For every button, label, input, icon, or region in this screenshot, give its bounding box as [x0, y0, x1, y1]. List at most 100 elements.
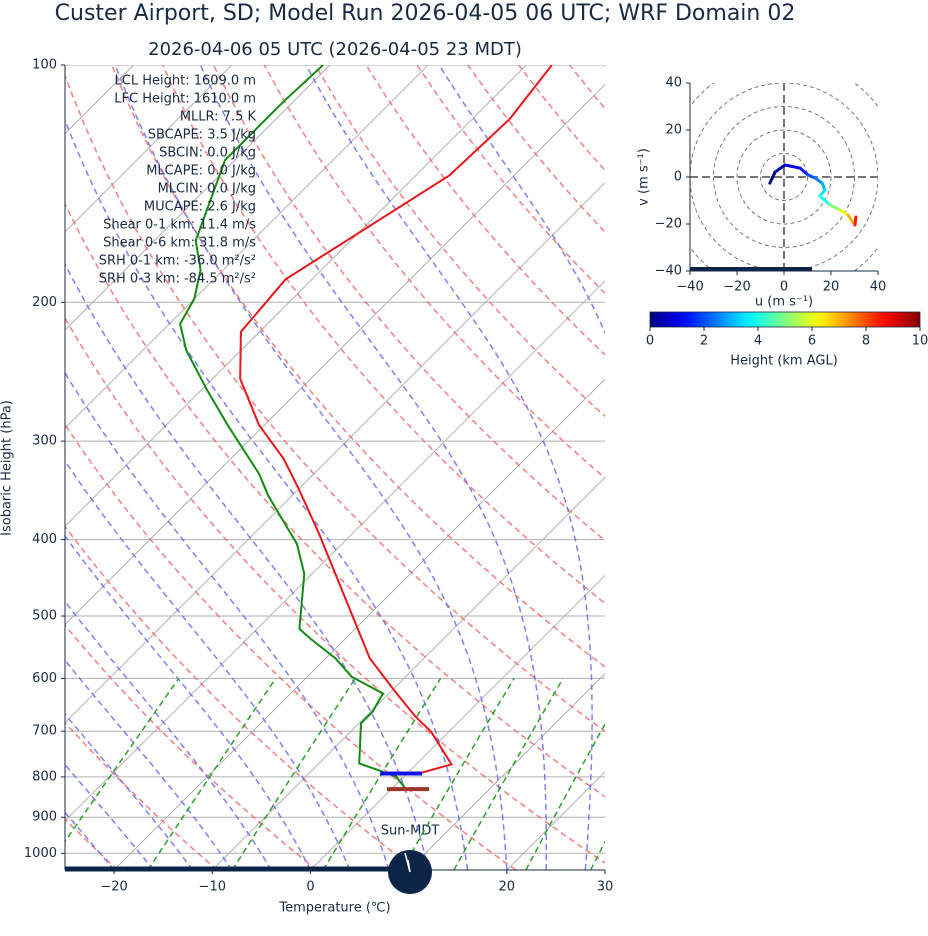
isotherm [65, 65, 429, 429]
stat-annotation: MUCAPE: 2.6 J/kg [144, 200, 256, 215]
hodo-segment [853, 215, 858, 227]
colorbar-tick-label: 10 [912, 334, 928, 349]
isotherm [310, 574, 605, 870]
hodo-x-tick-label: −40 [676, 280, 703, 295]
isotherm [65, 65, 331, 331]
y-tick-label: 900 [32, 810, 57, 825]
hodo-x-label: u (m s⁻¹) [755, 295, 813, 310]
colorbar-label: Height (km AGL) [730, 354, 838, 369]
stat-annotation: SBCIN: 0.0 J/kg [159, 146, 256, 161]
hodo-y-tick-label: 40 [665, 76, 682, 91]
dry-adiabat [568, 65, 605, 110]
colorbar-tick-label: 0 [646, 334, 654, 349]
dry-adiabat [65, 73, 605, 733]
dry-adiabat [263, 65, 605, 480]
dry-adiabat [314, 65, 605, 418]
dry-adiabat [65, 423, 517, 870]
range-ring [760, 153, 808, 201]
dry-adiabat [65, 525, 417, 870]
mixing-ratio [400, 678, 515, 870]
moist-adiabat [65, 713, 194, 870]
hodo-segment [828, 203, 842, 212]
colorbar-tick-label: 4 [754, 334, 762, 349]
skewt-plot [65, 65, 928, 870]
stat-annotation: MLLR: 7.5 K [180, 110, 257, 125]
dry-adiabat [65, 202, 605, 798]
mixing-ratio [525, 722, 605, 870]
mixing-ratio [589, 840, 605, 870]
hodo-y-tick-label: 20 [665, 123, 682, 138]
hodo-y-tick-label: −40 [655, 264, 682, 279]
dry-adiabat [65, 624, 318, 870]
colorbar [649, 311, 921, 328]
stat-annotation: MLCAPE: 0.0 J/kg [146, 164, 256, 179]
dry-adiabat [671, 65, 928, 870]
stat-annotation: SRH 0-3 km: -84.5 m²/s² [99, 272, 256, 287]
hodo-segment [818, 194, 832, 207]
moist-adiabat [604, 65, 605, 67]
moist-adiabat [199, 65, 548, 870]
mixing-ratio [147, 677, 277, 870]
hodo-x-tick-label: −20 [723, 280, 750, 295]
hodo-x-tick-label: 40 [870, 280, 887, 295]
hodo-segment [773, 163, 787, 174]
stat-annotation: SRH 0-1 km: -36.0 m²/s² [99, 254, 256, 269]
isotherm [65, 65, 527, 528]
clock-hands [404, 852, 411, 873]
isotherm [65, 182, 605, 724]
y-tick-label: 500 [32, 608, 57, 623]
stat-annotation: Shear 0-6 km: 31.8 m/s [103, 236, 256, 251]
isotherm [211, 476, 605, 870]
moist-adiabat [438, 65, 605, 335]
moist-adiabat [65, 811, 115, 870]
hodo-x-tick-label: 20 [823, 280, 840, 295]
y-tick-label: 1000 [24, 846, 57, 861]
hodo-segment [798, 166, 810, 177]
sun-label: Sun-MDT [381, 824, 440, 839]
x-axis-label: Temperature (℃) [278, 901, 390, 916]
x-tick-label: −10 [199, 880, 226, 895]
stat-annotation: LFC Height: 1610.0 m [114, 92, 256, 107]
moist-adiabat [305, 65, 593, 870]
dry-adiabat [518, 65, 605, 172]
colorbar-tick-label: 2 [700, 334, 708, 349]
dry-adiabat [65, 721, 218, 870]
dry-adiabat [162, 65, 605, 605]
hodo-segment [783, 163, 802, 170]
isotherm [65, 280, 605, 822]
hodo-y-tick-label: 0 [674, 170, 682, 185]
isotherm [113, 378, 605, 870]
mixing-ratio [638, 678, 735, 870]
dry-adiabat [467, 65, 605, 234]
moist-adiabat [65, 371, 390, 870]
hodo-segment [768, 170, 777, 185]
overlay: 1002003004005006007008009001000−20−10010… [24, 58, 928, 895]
colorbar-tick-label: 6 [808, 334, 816, 349]
colorbar-tick-label: 8 [862, 334, 870, 349]
x-tick-label: 0 [306, 880, 314, 895]
x-tick-label: 20 [499, 880, 516, 895]
moist-adiabat [65, 763, 154, 870]
range-ring [690, 83, 878, 271]
range-ring [713, 106, 855, 248]
dry-adiabat [722, 65, 928, 870]
x-tick-label: 30 [597, 880, 614, 895]
mixing-ratio [65, 677, 180, 843]
moist-adiabat [114, 65, 508, 870]
moist-adiabat [65, 534, 312, 870]
dry-adiabat [65, 817, 119, 870]
chart-subtitle: 2026-04-06 05 UTC (2026-04-05 23 MDT) [148, 39, 522, 60]
moist-adiabat [65, 459, 351, 870]
moist-adiabat [65, 262, 430, 870]
dry-adiabat [773, 65, 928, 870]
y-tick-label: 700 [32, 724, 57, 739]
hodo-segment [838, 208, 850, 217]
y-tick-label: 400 [32, 532, 57, 547]
profile-line [179, 65, 407, 790]
y-tick-label: 600 [32, 671, 57, 686]
moist-adiabat [65, 118, 469, 870]
isotherm [65, 83, 605, 626]
x-tick-label: −20 [100, 880, 127, 895]
stat-annotation: LCL Height: 1609.0 m [115, 74, 256, 89]
dry-adiabat [65, 316, 605, 864]
